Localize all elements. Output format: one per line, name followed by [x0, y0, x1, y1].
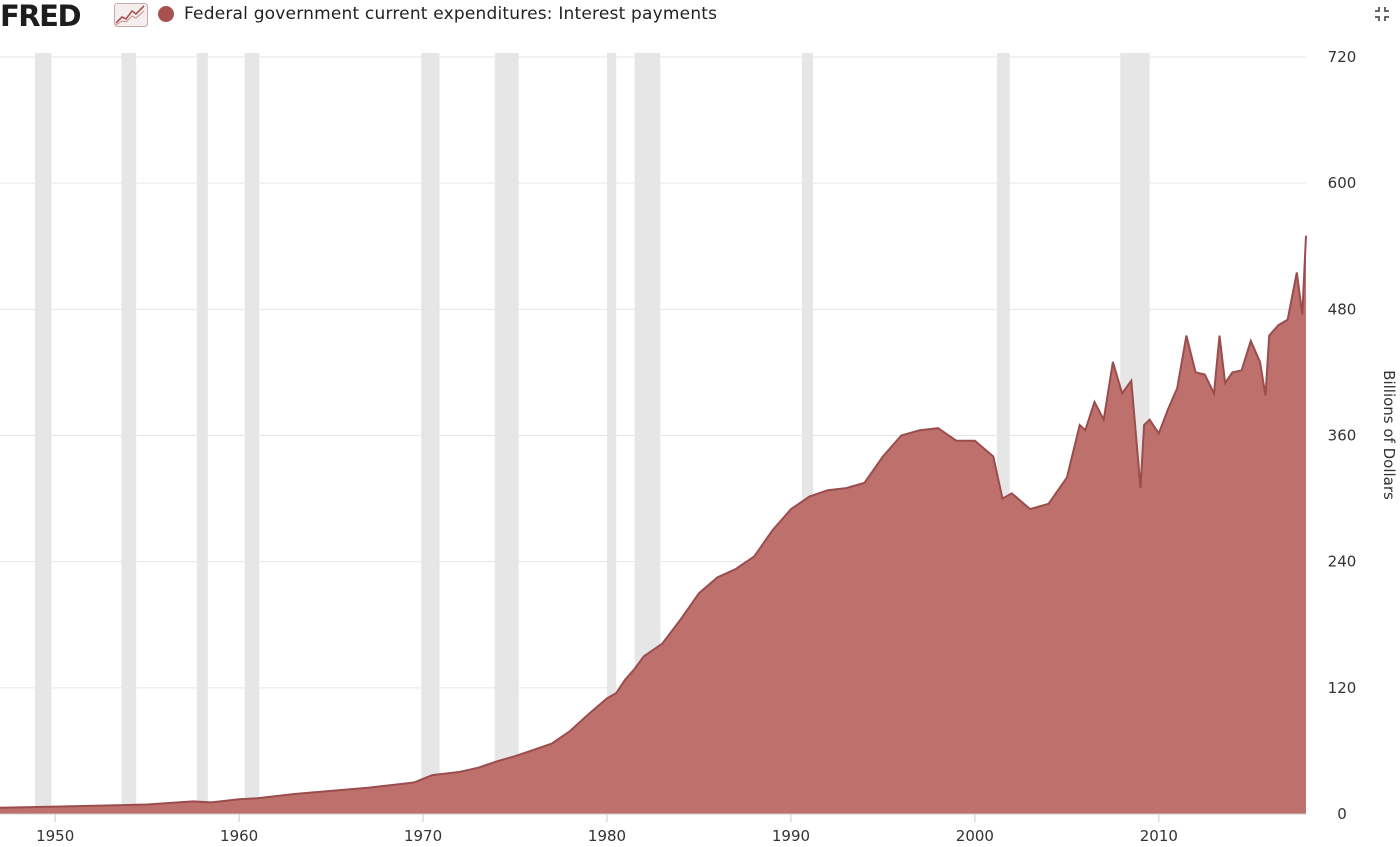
x-tick-label: 2000 [956, 827, 994, 845]
chart-header: FRED Federal government current expendit… [0, 0, 1400, 32]
x-tick-label: 2010 [1140, 827, 1178, 845]
legend-dot [158, 6, 174, 22]
x-tick-label: 1970 [404, 827, 442, 845]
recession-band [421, 53, 440, 814]
y-tick-label: 0 [1337, 805, 1347, 823]
y-axis-label: Billions of Dollars [1380, 370, 1398, 500]
recession-band [801, 53, 814, 814]
collapse-arrows-icon[interactable] [1372, 4, 1392, 24]
x-axis-ticks: 1950 1960 1970 1980 1990 2000 2010 [36, 814, 1178, 845]
recession-band [34, 53, 52, 814]
series-area [0, 235, 1307, 815]
y-tick-label: 120 [1328, 679, 1357, 697]
series-line [0, 235, 1307, 809]
recession-band [196, 53, 208, 814]
y-tick-label: 720 [1328, 48, 1357, 66]
series-area-fill [0, 235, 1306, 814]
y-tick-label: 360 [1328, 427, 1357, 445]
y-axis-ticks: 0 120 240 360 480 600 720 [1328, 48, 1357, 823]
chart-line-icon [114, 3, 148, 27]
recession-band [121, 53, 137, 814]
recession-band [244, 53, 260, 814]
chart-title: Federal government current expenditures:… [184, 4, 718, 24]
y-tick-label: 480 [1328, 300, 1357, 318]
recession-band [494, 53, 519, 814]
x-tick-label: 1950 [36, 827, 74, 845]
x-tick-label: 1960 [220, 827, 258, 845]
recession-band [607, 53, 617, 814]
y-tick-label: 240 [1328, 553, 1357, 571]
fred-logo[interactable]: FRED [0, 0, 82, 33]
x-tick-label: 1990 [772, 827, 810, 845]
x-tick-label: 1980 [588, 827, 626, 845]
y-tick-label: 600 [1328, 174, 1357, 192]
